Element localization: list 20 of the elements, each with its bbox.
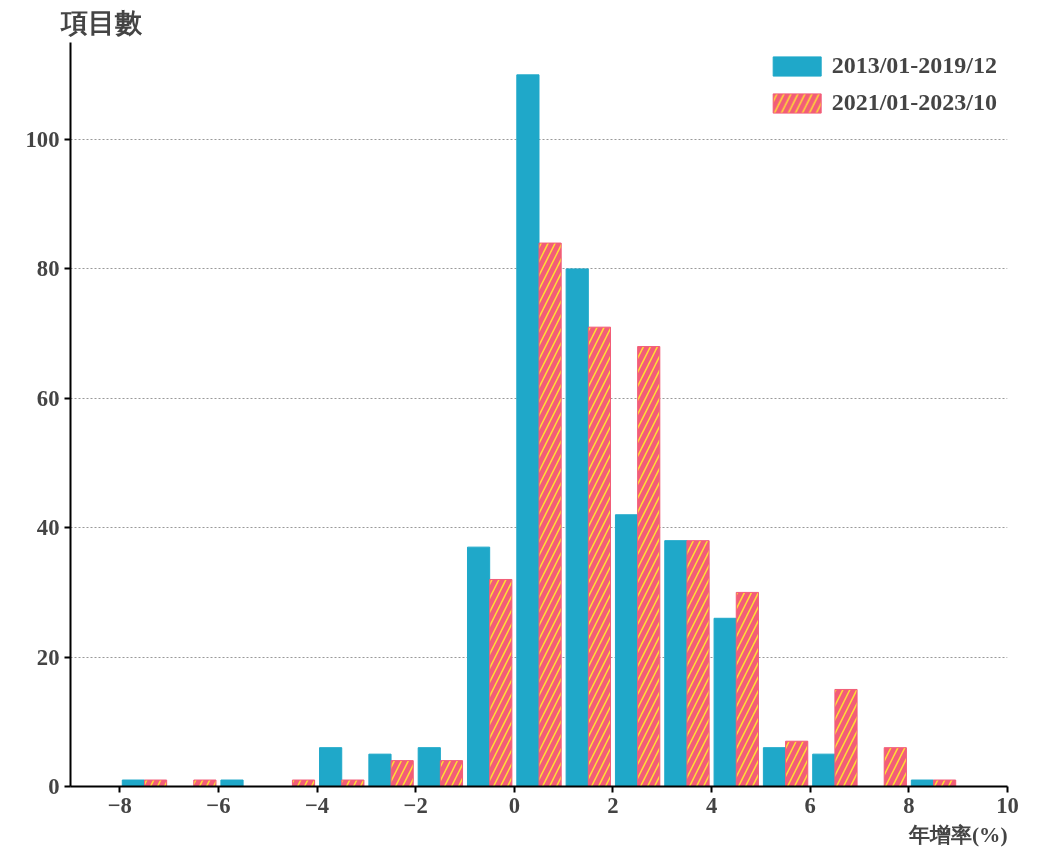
x-tick-label: −8 bbox=[107, 792, 132, 818]
x-tick-label: 0 bbox=[508, 792, 521, 818]
x-tick-label: 10 bbox=[996, 792, 1019, 818]
y-tick-label: 0 bbox=[48, 774, 60, 799]
x-axis-title: 年增率(%) bbox=[907, 822, 1008, 847]
x-tick-label: 8 bbox=[903, 792, 915, 818]
y-tick-label: 40 bbox=[36, 515, 60, 541]
y-axis-title: 項目數 bbox=[59, 7, 143, 38]
x-tick-label: 2 bbox=[607, 792, 619, 818]
x-tick-label: −2 bbox=[403, 792, 428, 818]
x-tick-label: −6 bbox=[206, 792, 231, 818]
x-tick-label: −4 bbox=[304, 792, 330, 818]
legend-label: 2013/01-2019/12 bbox=[831, 52, 997, 79]
y-tick-label: 80 bbox=[36, 256, 60, 282]
x-tick-label: 4 bbox=[705, 792, 718, 818]
legend-label: 2021/01-2023/10 bbox=[831, 89, 997, 116]
y-tick-label: 100 bbox=[25, 127, 60, 153]
y-tick-label: 60 bbox=[36, 385, 60, 411]
y-tick-label: 20 bbox=[36, 644, 60, 670]
x-tick-label: 6 bbox=[804, 792, 816, 818]
